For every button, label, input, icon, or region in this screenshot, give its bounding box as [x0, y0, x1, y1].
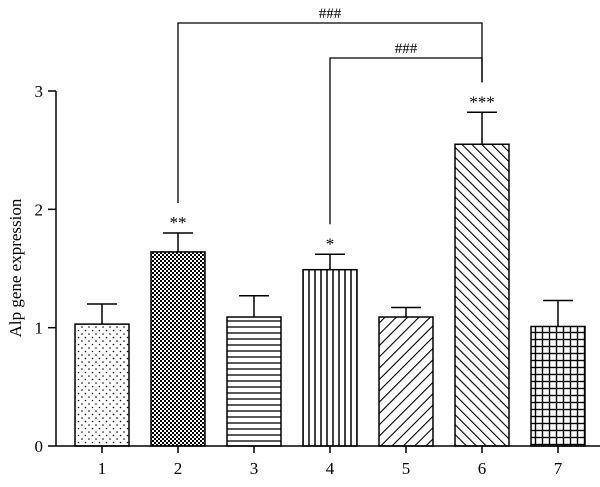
bar-7 — [530, 325, 586, 447]
x-tick-label: 3 — [250, 459, 259, 478]
bar-2 — [150, 251, 206, 447]
x-tick-label: 7 — [554, 459, 563, 478]
bar-5 — [378, 316, 434, 447]
axes: 0 1 2 3 1 2 3 4 5 6 7 — [35, 82, 600, 478]
significance-label: * — [326, 234, 335, 253]
bar-1 — [74, 323, 130, 447]
significance-label: ** — [170, 213, 187, 232]
bar-4 — [302, 268, 358, 447]
x-tick-label: 1 — [98, 459, 107, 478]
y-tick-label: 3 — [35, 82, 44, 101]
x-tick-label: 5 — [402, 459, 411, 478]
annotations: ******###### — [170, 6, 495, 253]
bar-3 — [226, 316, 282, 447]
comparison-label: ### — [319, 6, 342, 22]
y-tick-label: 1 — [35, 319, 44, 338]
significance-label: *** — [469, 92, 495, 111]
y-tick-label: 0 — [35, 437, 44, 456]
y-tick-label: 2 — [35, 200, 44, 219]
bars — [74, 111, 586, 447]
comparison-line — [177, 22, 483, 203]
x-tick-label: 6 — [478, 459, 487, 478]
x-tick-label: 4 — [326, 459, 335, 478]
bar-6 — [454, 143, 510, 447]
comparison-label: ### — [395, 41, 418, 57]
x-tick-label: 2 — [174, 459, 183, 478]
y-axis-label: Alp gene expression — [6, 198, 25, 337]
comparison-bracket: ### — [177, 6, 483, 203]
